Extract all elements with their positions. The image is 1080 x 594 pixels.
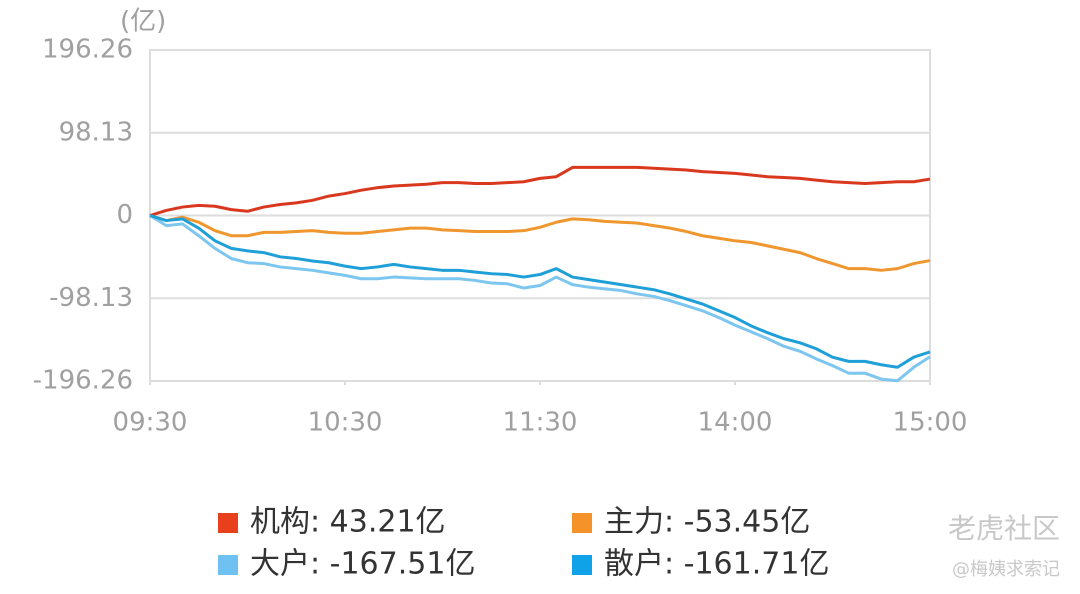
series-line — [149, 165, 931, 217]
unit-label: (亿) — [120, 7, 166, 37]
x-tick-label: 14:00 — [698, 408, 773, 438]
x-tick-label: 11:30 — [503, 408, 578, 438]
legend-label: 散户: -161.71亿 — [604, 547, 829, 582]
legend-label: 大户: -167.51亿 — [250, 547, 475, 582]
legend-swatch — [218, 555, 238, 575]
y-tick-label: -196.26 — [33, 366, 133, 396]
series-line — [149, 214, 931, 383]
watermark-author: @梅姨求索记 — [952, 559, 1060, 580]
series-line — [149, 214, 931, 272]
legend-swatch — [572, 555, 592, 575]
x-tick-label: 15:00 — [893, 408, 968, 438]
y-tick-label: -98.13 — [49, 283, 133, 313]
legend-label: 主力: -53.45亿 — [604, 505, 810, 540]
x-tick-label: 10:30 — [308, 408, 383, 438]
legend-label: 机构: 43.21亿 — [250, 505, 446, 540]
watermark: 老虎社区 — [948, 512, 1060, 545]
legend-swatch — [572, 513, 592, 533]
legend-swatch — [218, 513, 238, 533]
y-tick-label: 0 — [116, 200, 133, 230]
y-tick-label: 196.26 — [42, 35, 133, 65]
y-tick-label: 98.13 — [59, 117, 133, 147]
series-line — [149, 214, 931, 369]
x-tick-label: 09:30 — [113, 408, 188, 438]
